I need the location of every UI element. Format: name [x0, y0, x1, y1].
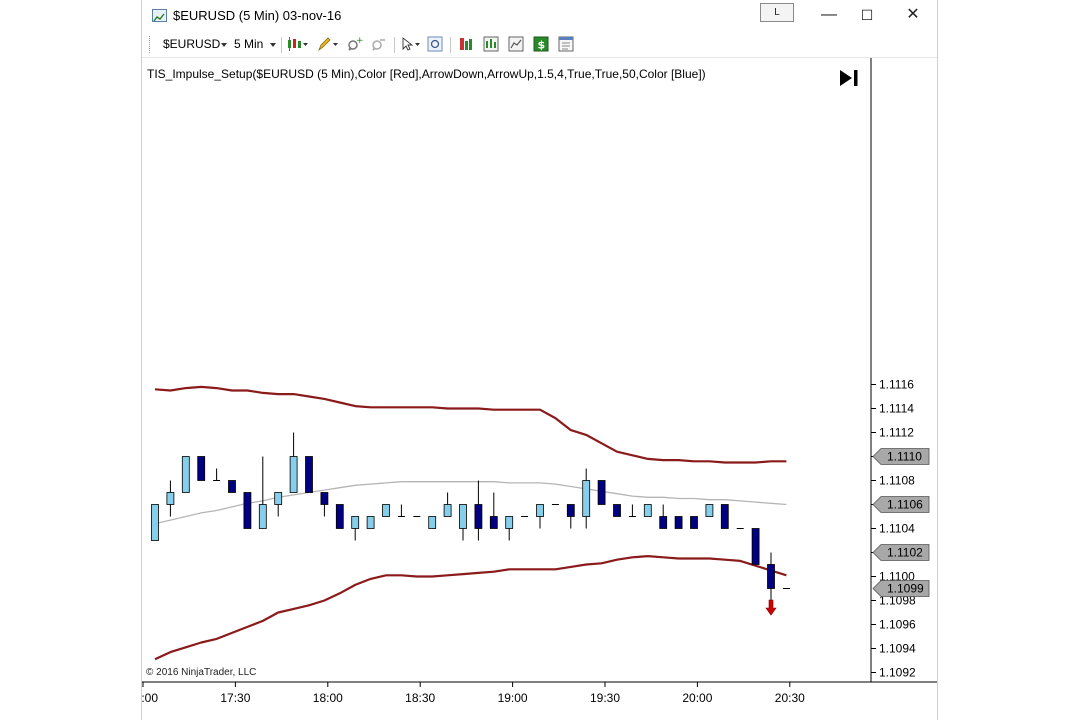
candle-body: [181, 456, 190, 493]
dollar-icon[interactable]: $: [533, 36, 549, 52]
candle-body: [351, 516, 360, 529]
candle-body: [366, 516, 375, 529]
indicator-label: TIS_Impulse_Setup($EURUSD (5 Min),Color …: [147, 67, 706, 81]
candle-body: [320, 492, 329, 505]
candle-body: [335, 504, 344, 529]
candle-body: [166, 492, 175, 505]
candle-body: [674, 516, 683, 529]
magnify-icon[interactable]: [427, 36, 443, 52]
candle-body: [289, 456, 298, 493]
candle-body: [274, 492, 283, 505]
price-chart[interactable]: 1.1092 1.1094 1.1096 1.1098 1.1100 1.1102 1.11…: [142, 58, 938, 720]
y-tick-label: 1.1116: [879, 378, 914, 392]
x-tick-label: 18:30: [405, 691, 435, 705]
y-tick-label: 1.1096: [879, 618, 916, 632]
y-tick-label: 1.1104: [879, 522, 915, 536]
title-bar[interactable]: $EURUSD (5 Min) 03-nov-16 L — ☐ ✕: [142, 0, 937, 32]
price-marker: [872, 496, 930, 513]
x-tick-label: 18:00: [313, 691, 343, 705]
x-tick-label: 17:30: [220, 691, 250, 705]
candle-body: [428, 516, 437, 529]
chart-toolbar: $EURUSD 5 Min +: [142, 32, 937, 58]
candle-body: [566, 504, 575, 517]
chart-panel[interactable]: 1.1092 1.1094 1.1096 1.1098 1.1100 1.1102 1.11…: [142, 58, 937, 720]
candle-body: [243, 492, 252, 529]
x-tick-label: 20:30: [775, 691, 805, 705]
chart-app-icon: [152, 9, 167, 22]
candle-body: [474, 504, 483, 529]
candle-body: [536, 504, 544, 517]
instrument-caret-icon[interactable]: [221, 43, 227, 47]
toolbar-separator: [281, 37, 282, 53]
svg-text:+: +: [356, 36, 363, 46]
candle-body: [228, 480, 236, 493]
signal-arrow-down: [765, 599, 777, 616]
candle-body: [690, 516, 698, 529]
candle-body: [258, 504, 267, 529]
price-marker-label: 1.1102: [887, 546, 923, 560]
candle-body: [659, 516, 668, 529]
price-marker: [872, 544, 930, 561]
y-tick-label: 1.1100: [879, 570, 915, 584]
candle-body: [643, 504, 652, 517]
candle-body: [597, 480, 606, 505]
price-marker-label: 1.1106: [887, 498, 923, 512]
chart-window: $EURUSD (5 Min) 03-nov-16 L — ☐ ✕ $EURUS…: [141, 0, 938, 720]
candle-body: [305, 456, 313, 493]
y-tick-label: 1.1108: [879, 474, 915, 488]
properties-icon[interactable]: [558, 36, 574, 52]
pencil-icon[interactable]: [317, 36, 338, 52]
link-button[interactable]: L: [760, 3, 794, 22]
candle-body: [505, 516, 514, 529]
interval-selector[interactable]: 5 Min: [234, 37, 264, 51]
candle-body: [197, 456, 206, 481]
price-marker-label: 1.1099: [887, 582, 924, 596]
copyright-text: © 2016 NinjaTrader, LLC: [146, 667, 257, 678]
upper-band-line: [154, 385, 787, 464]
interval-caret-icon[interactable]: [270, 43, 276, 47]
maximize-icon[interactable]: ☐: [860, 7, 874, 23]
candle-body: [443, 504, 452, 517]
scroll-to-end-icon[interactable]: [838, 68, 862, 88]
candle-body: [459, 504, 467, 529]
minimize-icon[interactable]: —: [821, 6, 837, 23]
zoom-in-icon[interactable]: +: [347, 36, 364, 52]
candle-body: [767, 564, 775, 589]
y-tick-label: 1.1098: [879, 594, 916, 608]
y-tick-label: 1.1092: [879, 666, 916, 680]
candle-body: [382, 504, 390, 517]
x-tick-label: 20:00: [682, 691, 712, 705]
candle-body: [151, 504, 159, 541]
strategy-icon[interactable]: [458, 36, 474, 52]
x-tick-label: 19:00: [498, 691, 528, 705]
toolbar-separator: [394, 37, 395, 53]
candle-body: [705, 504, 714, 517]
candle-body: [613, 504, 621, 517]
close-icon[interactable]: ✕: [906, 6, 920, 23]
y-tick-label: 1.1112: [879, 426, 914, 440]
toolbar-grip[interactable]: [149, 36, 153, 53]
y-tick-label: 1.1094: [879, 642, 916, 656]
pointer-icon[interactable]: [400, 36, 420, 52]
candlestick-icon[interactable]: [287, 36, 308, 52]
zoom-out-icon[interactable]: [371, 36, 387, 52]
toolbar-separator: [450, 37, 451, 53]
middle-band-line: [154, 481, 787, 525]
window-title: $EURUSD (5 Min) 03-nov-16: [173, 8, 342, 23]
candle-body: [489, 516, 498, 529]
price-marker: [872, 580, 930, 597]
price-marker-label: 1.1110: [887, 450, 922, 464]
candle-body: [582, 480, 591, 517]
instrument-selector[interactable]: $EURUSD: [163, 37, 221, 51]
candle-body: [720, 504, 729, 529]
y-tick-label: 1.1114: [879, 402, 914, 416]
x-tick-label: 17:00: [142, 691, 158, 705]
price-marker: [872, 448, 930, 465]
svg-text:$: $: [538, 39, 546, 52]
candle-body: [751, 528, 760, 565]
chart-style-icon[interactable]: [508, 36, 524, 52]
x-tick-label: 19:30: [590, 691, 620, 705]
lower-band-line: [154, 555, 787, 661]
indicator-icon[interactable]: [483, 36, 499, 52]
